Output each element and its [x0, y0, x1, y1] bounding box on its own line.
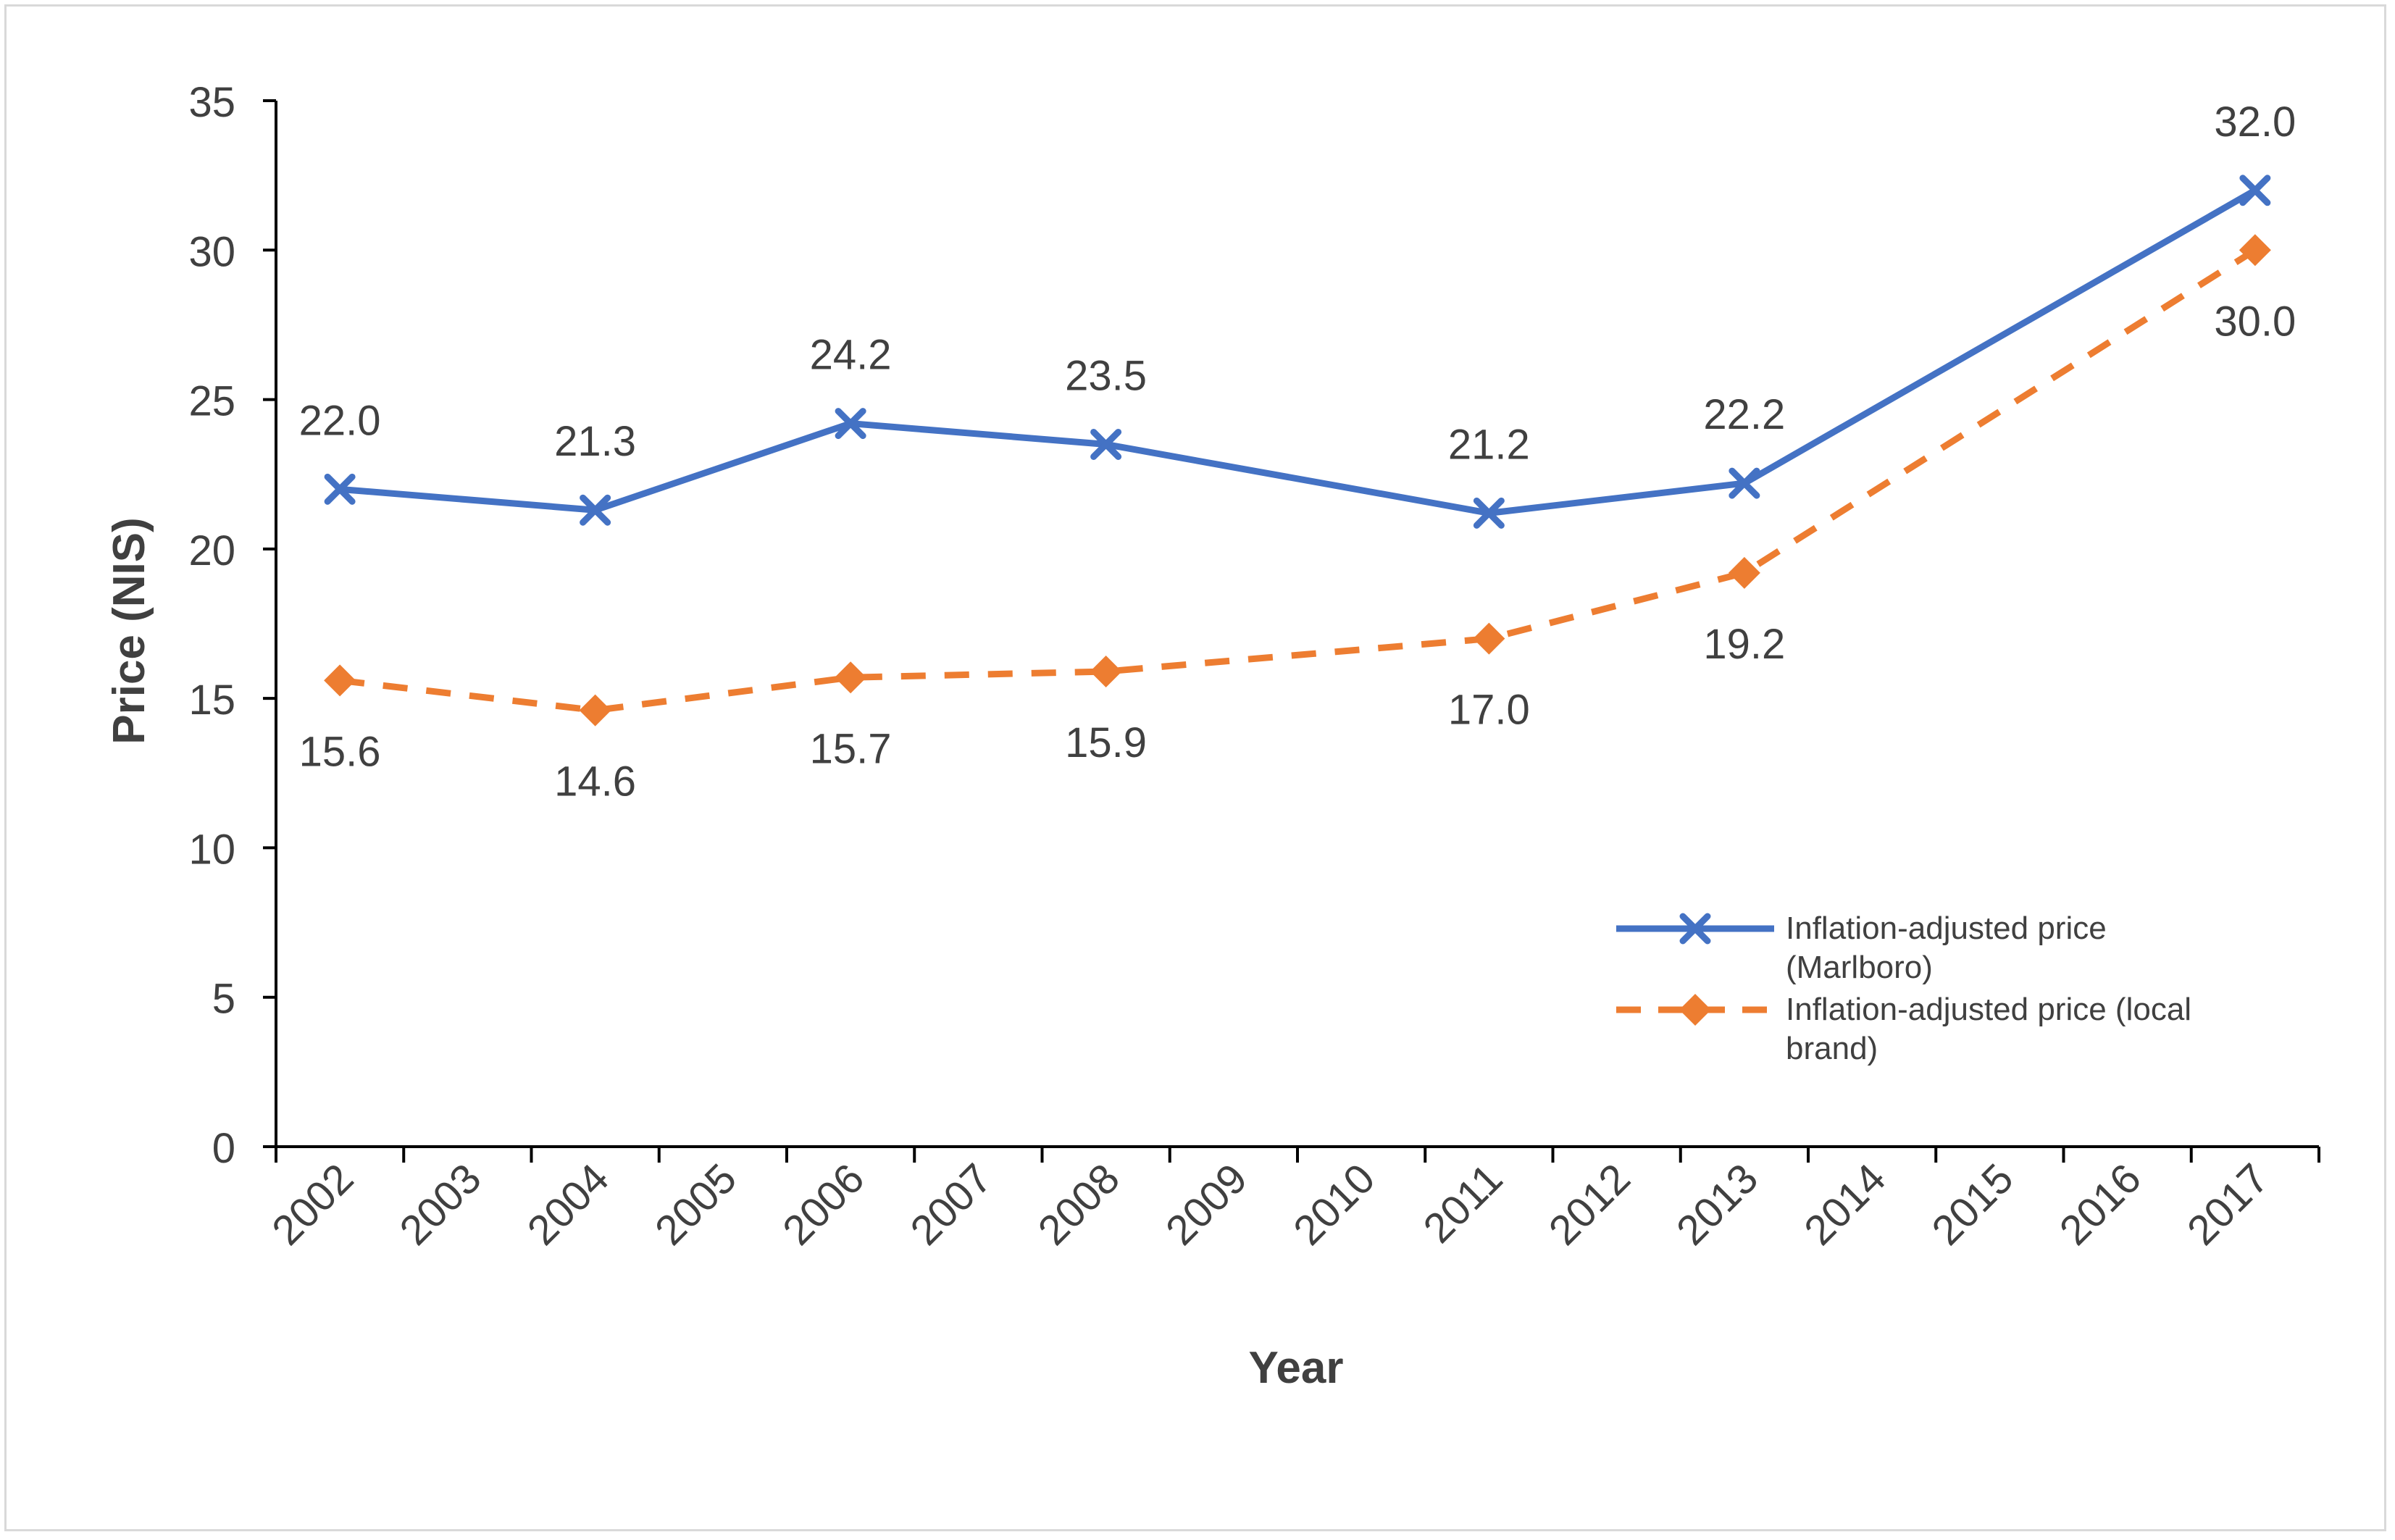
x-tick-label: 2003	[390, 1155, 490, 1254]
x-tick-label: 2005	[646, 1155, 745, 1254]
legend-diamond-marker	[1679, 994, 1711, 1026]
data-label: 17.0	[1448, 687, 1530, 734]
x-tick-label: 2009	[1157, 1155, 1256, 1254]
x-tick-label: 2011	[1414, 1155, 1511, 1252]
x-marker	[1729, 467, 1760, 499]
data-label: 21.3	[554, 418, 636, 465]
y-tick-label: 5	[212, 976, 235, 1023]
data-label: 15.9	[1065, 719, 1147, 766]
y-tick-label: 35	[188, 79, 235, 126]
data-label: 22.2	[1703, 391, 1785, 438]
legend-x-marker	[1679, 913, 1711, 945]
y-tick-label: 30	[188, 228, 235, 275]
chart-frame: 0 5 10 15 20 25 30 35 2002 2003 2004 2005 2006 2007 20…	[4, 4, 2386, 1531]
legend-label: (Marlboro)	[1786, 950, 1933, 985]
axes: 0 5 10 15 20 25 30 35 2002 2003 2004 2005 2006 2007 20…	[188, 79, 2320, 1254]
x-tick-label: 2007	[901, 1155, 1000, 1254]
diamond-marker	[2239, 234, 2271, 267]
diamond-marker	[1728, 556, 1760, 589]
legend: Inflation-adjusted price (Marlboro) Inflat…	[1616, 911, 2191, 1066]
x-tick-label: 2016	[2051, 1155, 2150, 1254]
series-layer	[324, 175, 2271, 727]
x-tick-label: 2010	[1284, 1155, 1384, 1254]
data-label: 22.0	[299, 397, 381, 444]
x-tick-label: 2008	[1029, 1155, 1129, 1254]
data-label: 15.6	[299, 728, 381, 775]
x-tick-label: 2017	[2178, 1155, 2278, 1254]
diamond-marker	[1473, 622, 1505, 655]
diamond-marker	[324, 664, 356, 697]
diamond-marker	[579, 694, 611, 727]
x-tick-label: 2014	[1795, 1155, 1894, 1254]
y-tick-label: 20	[188, 527, 235, 574]
y-tick-label: 10	[188, 826, 235, 873]
x-tick-label: 2013	[1668, 1155, 1767, 1254]
data-label: 32.0	[2214, 99, 2296, 146]
data-label: 15.7	[810, 725, 892, 772]
data-label: 21.2	[1448, 421, 1530, 468]
diamond-marker	[1090, 656, 1122, 688]
x-marker	[324, 473, 356, 505]
legend-label: Inflation-adjusted price (local	[1786, 992, 2191, 1027]
line-chart: 0 5 10 15 20 25 30 35 2002 2003 2004 2005 2006 2007 20…	[104, 79, 2320, 1393]
x-marker	[835, 408, 866, 440]
data-label: 14.6	[554, 758, 636, 805]
x-marker	[2239, 175, 2271, 206]
data-labels: 22.0 21.3 24.2 23.5 21.2 22.2 32.0 15.6 14.6 15.7…	[299, 99, 2296, 805]
x-marker	[580, 494, 611, 526]
legend-label: brand)	[1786, 1031, 1878, 1066]
x-axis-title: Year	[1248, 1343, 1343, 1393]
data-label: 23.5	[1065, 352, 1147, 399]
x-tick-label: 2002	[263, 1155, 362, 1254]
x-marker	[1090, 428, 1122, 460]
diamond-marker	[835, 661, 867, 694]
x-tick-label: 2015	[1923, 1155, 2022, 1254]
x-tick-label: 2004	[519, 1155, 618, 1254]
y-axis-title: Price (NIS)	[104, 517, 154, 745]
y-tick-label: 0	[212, 1125, 235, 1172]
x-marker	[1473, 497, 1505, 529]
x-tick-label: 2012	[1540, 1155, 1639, 1254]
data-label: 30.0	[2214, 298, 2296, 345]
y-tick-label: 25	[188, 378, 235, 425]
legend-label: Inflation-adjusted price	[1786, 911, 2107, 946]
x-tick-label: 2006	[774, 1155, 873, 1254]
data-label: 19.2	[1703, 621, 1785, 668]
y-tick-label: 15	[188, 677, 235, 724]
data-label: 24.2	[810, 332, 892, 379]
